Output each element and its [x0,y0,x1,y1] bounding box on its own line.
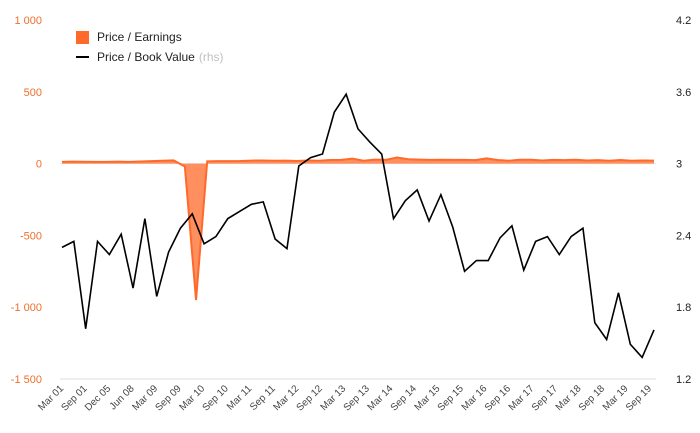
pb-line [61,92,655,359]
right-tick-label: 3 [676,159,682,171]
x-tick-label: Sep 15 [436,383,466,413]
x-tick-label: Sep 16 [483,383,513,413]
legend-label-pe: Price / Earnings [97,30,182,44]
left-axis-ticks: 1 000 500 0 -500 -1 000 -1 500 [11,15,42,386]
legend-swatch-pb [76,56,89,58]
x-tick-label: Sep 19 [624,383,654,413]
left-tick-label: -1 500 [11,374,42,386]
right-tick-label: 3.6 [676,87,691,99]
x-tick-label: Sep 12 [295,383,325,413]
gridlines [60,163,656,380]
legend-item-pb[interactable]: Price / Book Value (rhs) [76,47,224,67]
right-tick-label: 2.4 [676,230,691,242]
left-tick-label: 0 [36,159,42,171]
pe-line [61,156,655,301]
x-tick-label: Sep 14 [389,383,419,413]
legend-item-pe[interactable]: Price / Earnings [76,27,224,47]
left-tick-label: 500 [24,87,42,99]
x-tick-label: Sep 10 [201,383,231,413]
right-tick-label: 1.2 [676,374,691,386]
left-tick-label: -1 000 [11,302,42,314]
pe-area [62,157,654,301]
legend-note-rhs: (rhs) [198,50,224,64]
right-axis-ticks: 4.2 3.6 3 2.4 1.8 1.2 [676,15,691,386]
x-tick-label: Sep 17 [530,383,560,413]
x-tick-label: Sep 18 [577,383,607,413]
legend-swatch-pe [76,30,89,44]
legend: Price / Earnings Price / Book Value (rhs… [76,27,224,67]
legend-label-pb: Price / Book Value [97,50,195,64]
left-tick-label: 1 000 [14,15,42,27]
pe-series [61,156,655,301]
x-tick-label: Sep 09 [154,383,184,413]
pb-series [61,92,655,359]
left-tick-label: -500 [20,230,42,242]
x-tick-label: Sep 13 [342,383,372,413]
right-tick-label: 1.8 [676,302,691,314]
x-tick-label: Dec 05 [83,383,113,413]
right-tick-label: 4.2 [676,15,691,27]
